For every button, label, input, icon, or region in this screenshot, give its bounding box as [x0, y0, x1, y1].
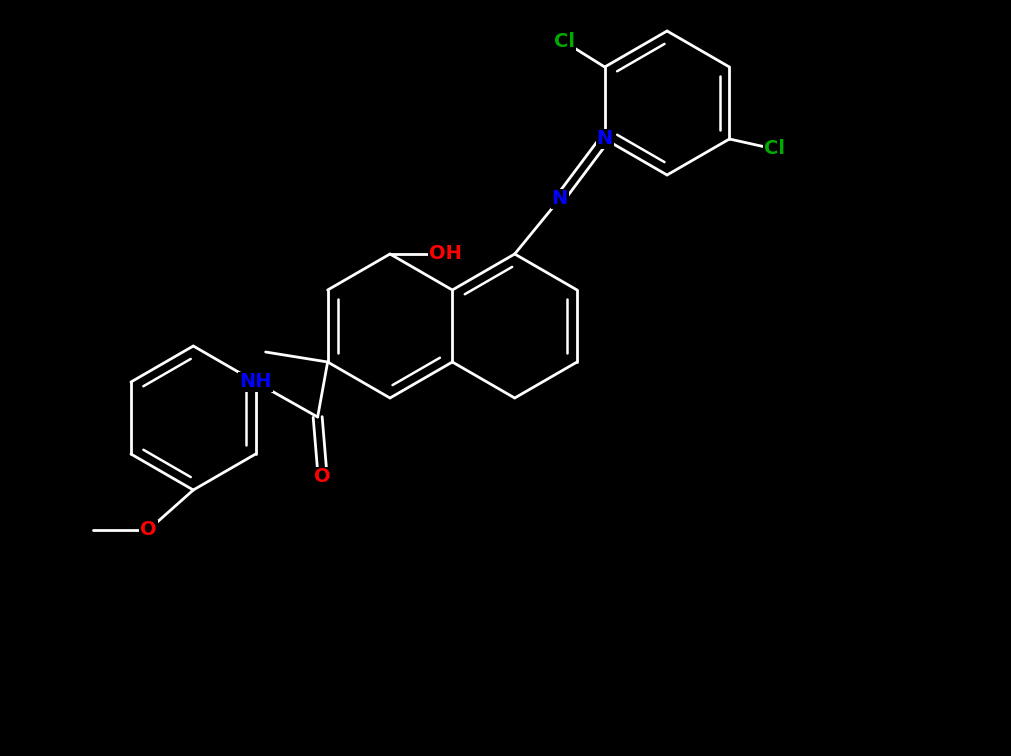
Text: N: N	[596, 129, 613, 148]
Text: Cl: Cl	[554, 33, 574, 51]
Text: O: O	[140, 520, 157, 540]
Text: O: O	[314, 467, 331, 487]
Text: N: N	[551, 190, 567, 209]
Text: Cl: Cl	[763, 140, 785, 159]
Text: OH: OH	[428, 244, 461, 264]
Text: NH: NH	[240, 373, 272, 392]
